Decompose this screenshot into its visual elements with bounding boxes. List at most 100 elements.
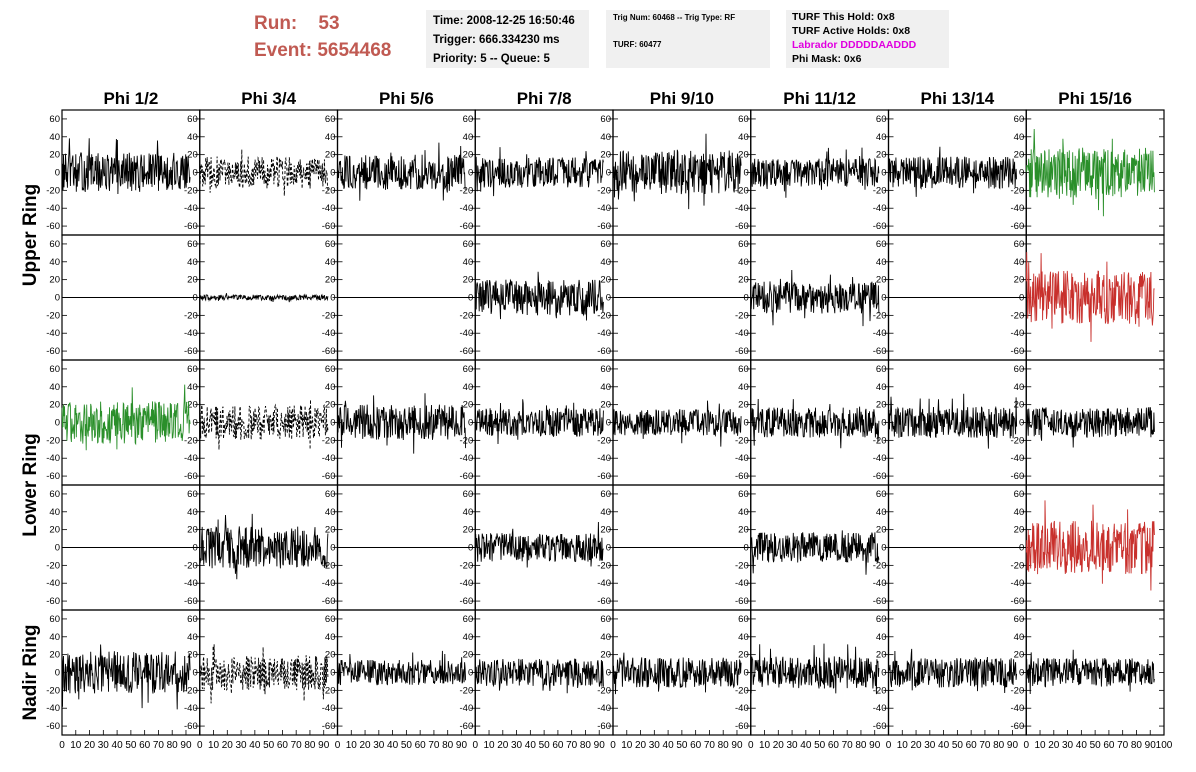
y-tick-label: -40 [46, 328, 60, 339]
panel-frame [61, 484, 201, 611]
y-tick-label: 40 [49, 132, 60, 143]
waveform-trace [61, 138, 191, 195]
y-tick-label: -60 [873, 596, 887, 607]
panel-frame [61, 609, 201, 736]
panel-frame [474, 484, 614, 611]
y-tick-label: -40 [46, 203, 60, 214]
y-tick-label: -20 [184, 185, 198, 196]
panel-frame [61, 234, 201, 361]
column-label: Phi 3/4 [241, 89, 296, 108]
waveform-trace [337, 393, 467, 454]
y-tick-label: 0 [192, 168, 197, 179]
y-tick-label: 60 [876, 239, 887, 250]
row-label: Lower Ring [20, 433, 41, 536]
panel-frame [612, 234, 752, 361]
x-tick-label: 100 [1156, 740, 1173, 751]
y-tick-label: 0 [192, 418, 197, 429]
y-tick-label: 40 [1014, 257, 1025, 268]
panel-frame [474, 109, 614, 236]
y-tick-label: -20 [322, 685, 336, 696]
y-tick-label: 0 [468, 293, 473, 304]
y-tick-label: 0 [606, 168, 611, 179]
x-tick-label: 30 [649, 740, 661, 751]
turf-active-holds-text: TURF Active Holds: 0x8 [792, 25, 911, 37]
x-tick-label: 30 [236, 740, 248, 751]
x-tick-label: 30 [1062, 740, 1074, 751]
x-tick-label: 50 [952, 740, 964, 751]
waveform-trace [61, 644, 191, 710]
x-tick-label: 50 [814, 740, 826, 751]
column-label: Phi 15/16 [1058, 89, 1132, 108]
y-tick-label: 60 [876, 114, 887, 125]
y-tick-label: 40 [49, 632, 60, 643]
y-tick-label: 0 [881, 668, 886, 679]
y-tick-label: 60 [1014, 239, 1025, 250]
y-tick-label: 20 [49, 275, 60, 286]
y-tick-label: -60 [1011, 596, 1025, 607]
y-tick-label: -40 [1011, 453, 1025, 464]
run-label: Run: [254, 13, 298, 34]
x-tick-label: 40 [938, 740, 950, 751]
y-tick-label: 0 [881, 418, 886, 429]
y-tick-label: 60 [187, 614, 198, 625]
y-tick-label: -20 [873, 560, 887, 571]
y-tick-label: 0 [192, 668, 197, 679]
y-tick-label: 20 [463, 400, 474, 411]
y-tick-label: 60 [738, 114, 749, 125]
x-tick-label: 70 [291, 740, 303, 751]
y-tick-label: -20 [460, 310, 474, 321]
y-tick-label: 40 [600, 382, 611, 393]
y-tick-label: 60 [49, 614, 60, 625]
x-tick-label: 20 [222, 740, 234, 751]
y-tick-label: 60 [325, 364, 336, 375]
x-tick-label: 80 [1131, 740, 1143, 751]
y-tick-label: -40 [873, 453, 887, 464]
y-tick-label: 60 [600, 364, 611, 375]
x-tick-label: 10 [346, 740, 358, 751]
y-tick-label: 40 [187, 257, 198, 268]
y-tick-label: -40 [1011, 203, 1025, 214]
waveform-trace [199, 513, 329, 580]
y-tick-label: 20 [738, 400, 749, 411]
y-tick-label: -40 [460, 203, 474, 214]
y-tick-label: -60 [460, 596, 474, 607]
waveform-trace [337, 142, 466, 201]
x-tick-label: 60 [828, 740, 840, 751]
x-tick-label: 0 [59, 740, 65, 751]
y-tick-label: 40 [876, 382, 887, 393]
y-tick-label: 0 [468, 543, 473, 554]
column-label: Phi 7/8 [517, 89, 572, 108]
y-tick-label: 20 [600, 150, 611, 161]
column-label: Phi 1/2 [103, 89, 158, 108]
y-tick-label: -60 [873, 221, 887, 232]
y-tick-label: 40 [187, 132, 198, 143]
y-tick-label: 0 [1019, 668, 1024, 679]
event-label: Event: [254, 40, 313, 61]
panel-frame [887, 109, 1027, 236]
x-tick-label: 70 [566, 740, 578, 751]
y-tick-label: 0 [330, 418, 335, 429]
y-tick-label: -20 [597, 435, 611, 446]
y-tick-label: 40 [187, 632, 198, 643]
y-tick-label: -20 [322, 185, 336, 196]
y-tick-label: 20 [325, 400, 336, 411]
x-tick-label: 60 [690, 740, 702, 751]
x-tick-label: 20 [359, 740, 371, 751]
y-tick-label: -60 [597, 221, 611, 232]
y-tick-label: -60 [597, 346, 611, 357]
y-tick-label: 20 [49, 150, 60, 161]
y-tick-label: 60 [325, 239, 336, 250]
y-tick-label: -60 [184, 471, 198, 482]
y-tick-label: -20 [184, 685, 198, 696]
y-tick-label: -60 [1011, 721, 1025, 732]
panel-frame [336, 234, 476, 361]
panel-frame [1025, 234, 1165, 361]
y-tick-label: 0 [606, 293, 611, 304]
y-tick-label: -40 [46, 703, 60, 714]
y-tick-label: -20 [735, 685, 749, 696]
y-tick-label: -20 [460, 185, 474, 196]
y-tick-label: -40 [322, 203, 336, 214]
y-tick-label: 20 [600, 400, 611, 411]
y-tick-label: -20 [460, 560, 474, 571]
